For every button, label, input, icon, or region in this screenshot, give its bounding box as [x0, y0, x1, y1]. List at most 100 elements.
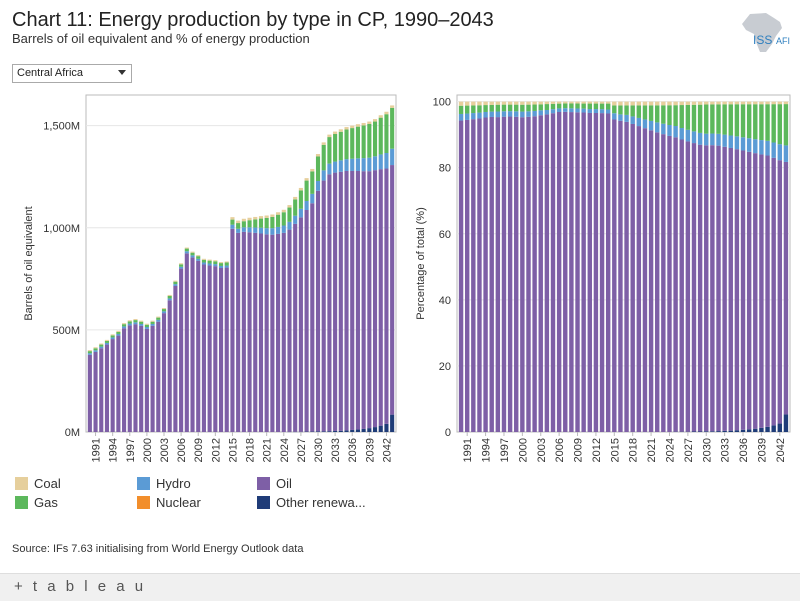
- bar-hydro-2031: [710, 134, 714, 146]
- bar-oil-2021: [265, 234, 269, 432]
- bar-gas-2012: [594, 104, 598, 110]
- bar-hydro-1990: [88, 353, 92, 355]
- bar-gas-2001: [151, 322, 155, 324]
- bar-hydro-1992: [99, 347, 103, 349]
- bar-coal-2040: [373, 119, 377, 121]
- bar-hydro-1997: [502, 111, 506, 116]
- bar-gas-1993: [105, 341, 109, 343]
- x-tick-label: 2003: [536, 438, 548, 462]
- bar-coal-2019: [637, 102, 641, 106]
- legend-swatch-gas: [15, 496, 28, 509]
- bar-gas-2033: [333, 134, 337, 162]
- bar-hydro-1994: [111, 337, 115, 339]
- bar-oil-2020: [643, 128, 647, 432]
- bar-oil-2029: [310, 203, 314, 431]
- bar-hydro-2025: [673, 126, 677, 137]
- bar-gas-2030: [316, 156, 320, 181]
- bar-gas-2019: [637, 105, 641, 118]
- bar-coal-2035: [735, 102, 739, 105]
- bar-gas-2011: [208, 261, 212, 264]
- bar-gas-2024: [282, 212, 286, 225]
- x-tick-label: 2042: [775, 438, 787, 462]
- legend-item-coal[interactable]: Coal: [15, 476, 61, 491]
- bar-oil-2012: [594, 113, 598, 432]
- legend-item-gas[interactable]: Gas: [15, 495, 58, 510]
- bar-gas-2024: [667, 105, 671, 125]
- bar-oil-1992: [471, 119, 475, 432]
- bar-coal-1997: [128, 320, 132, 321]
- bar-oil-1993: [477, 118, 481, 432]
- bar-coal-1990: [88, 350, 92, 351]
- bar-gas-2000: [145, 325, 149, 327]
- bar-oil-2028: [305, 210, 309, 432]
- bar-oil-2016: [236, 233, 240, 432]
- bar-gas-2016: [618, 105, 622, 114]
- bar-oil-2009: [196, 261, 200, 432]
- bar-coal-2032: [327, 135, 331, 137]
- bar-hydro-2016: [618, 114, 622, 120]
- bar-hydro-2002: [156, 320, 160, 322]
- tableau-logo[interactable]: + t a b l e a u: [14, 578, 146, 595]
- bar-oil-2004: [168, 300, 172, 432]
- legend-swatch-nuclear: [137, 496, 150, 509]
- bar-gas-2034: [729, 104, 733, 135]
- bar-coal-2009: [196, 255, 200, 256]
- bar-gas-2023: [661, 105, 665, 123]
- bar-gas-2042: [384, 114, 388, 153]
- bar-hydro-2022: [655, 122, 659, 132]
- bar-coal-2043: [784, 102, 788, 104]
- bar-hydro-2003: [539, 110, 543, 115]
- bar-coal-2028: [305, 178, 309, 180]
- legend-item-nuclear[interactable]: Nuclear: [137, 495, 201, 510]
- bar-gas-2014: [225, 262, 229, 265]
- bar-oil-2032: [716, 146, 720, 431]
- bar-hydro-2005: [551, 109, 555, 113]
- bar-oil-2026: [293, 224, 297, 432]
- bar-hydro-2040: [765, 141, 769, 156]
- bar-coal-2022: [655, 102, 659, 106]
- bar-coal-2027: [686, 102, 690, 105]
- bar-gas-2001: [526, 105, 530, 112]
- legend-item-hydro[interactable]: Hydro: [137, 476, 191, 491]
- bar-gas-2036: [741, 104, 745, 137]
- bar-gas-2042: [778, 104, 782, 144]
- bar-oil-2024: [282, 233, 286, 432]
- bar-coal-2021: [265, 216, 269, 218]
- y-tick-label: 60: [439, 229, 451, 241]
- bar-oil-1993: [105, 345, 109, 432]
- bar-hydro-2008: [190, 255, 194, 257]
- bar-other-2043: [784, 414, 788, 432]
- x-tick-label: 2039: [364, 438, 376, 462]
- bar-coal-2010: [581, 102, 585, 104]
- bar-hydro-2018: [630, 116, 634, 124]
- bar-hydro-1998: [133, 322, 137, 324]
- bar-oil-2041: [379, 169, 383, 426]
- bar-gas-2004: [168, 296, 172, 298]
- legend-item-oil[interactable]: Oil: [257, 476, 292, 491]
- bar-hydro-2042: [778, 144, 782, 160]
- bar-hydro-1995: [490, 112, 494, 117]
- bar-hydro-2017: [242, 227, 246, 231]
- bar-hydro-2021: [649, 121, 653, 130]
- bar-coal-2020: [643, 102, 647, 106]
- legend-item-other[interactable]: Other renewa...: [257, 495, 366, 510]
- plot-frame: [457, 95, 790, 432]
- bar-gas-2017: [624, 105, 628, 114]
- bar-oil-2039: [759, 154, 763, 427]
- bar-hydro-2012: [594, 109, 598, 113]
- bar-hydro-1996: [496, 112, 500, 118]
- bar-gas-2018: [630, 105, 634, 116]
- bar-gas-2010: [581, 104, 585, 109]
- bar-hydro-2011: [588, 109, 592, 113]
- bar-oil-2033: [722, 147, 726, 431]
- bar-hydro-2043: [390, 149, 394, 165]
- bar-hydro-1991: [94, 350, 98, 352]
- bar-gas-2016: [236, 223, 240, 229]
- bar-hydro-1991: [465, 114, 469, 120]
- bar-hydro-2008: [569, 108, 573, 112]
- bar-gas-2006: [557, 104, 561, 109]
- bar-coal-2043: [390, 105, 394, 107]
- bar-other-2035: [735, 430, 739, 432]
- bar-coal-2010: [202, 259, 206, 260]
